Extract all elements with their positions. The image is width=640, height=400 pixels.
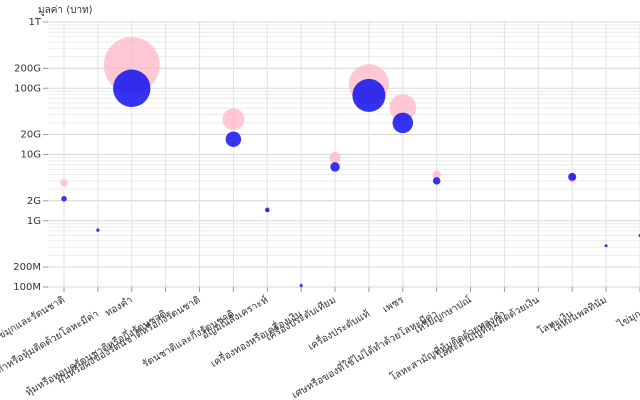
bubble: [392, 112, 414, 134]
y-tick-label: 1G: [27, 216, 41, 227]
bubble: [329, 151, 341, 164]
y-tick-label: 200G: [14, 63, 41, 74]
x-tick-label: ไข่มุก: [615, 308, 640, 331]
bubble: [225, 131, 242, 147]
x-tick-label: ทองคำ: [103, 295, 134, 319]
bubble: [432, 170, 441, 179]
y-axis-title: มูลค่า (บาท): [38, 5, 93, 16]
bubble: [432, 177, 441, 185]
bubble: [113, 69, 151, 107]
y-tick-label: 2G: [27, 196, 41, 207]
bubble: [222, 108, 245, 131]
bubble: [568, 172, 577, 181]
bubble: [265, 207, 270, 213]
bubble: [61, 195, 67, 202]
y-tick-label: 20G: [21, 130, 41, 141]
y-tick-label: 10G: [21, 150, 41, 161]
bubble: [389, 94, 417, 121]
x-tick-label: โลหะสามัญที่หุ้มติดด้วยเงิน: [434, 292, 542, 362]
x-tick-label: โลหะแพลทินัม: [548, 293, 609, 336]
y-tick-label: 1T: [29, 17, 42, 28]
x-tick-label: เพชร: [381, 294, 406, 315]
grid: [48, 21, 640, 288]
bubble: [299, 284, 303, 288]
y-tick-label: 100M: [13, 282, 41, 293]
bubble: [96, 228, 100, 232]
bubble: [330, 162, 340, 172]
bubble: [604, 244, 608, 248]
bubble: [352, 78, 386, 112]
y-tick-label: 100G: [14, 83, 41, 94]
bubble: [60, 179, 68, 187]
y-tick-label: 200M: [13, 262, 41, 273]
